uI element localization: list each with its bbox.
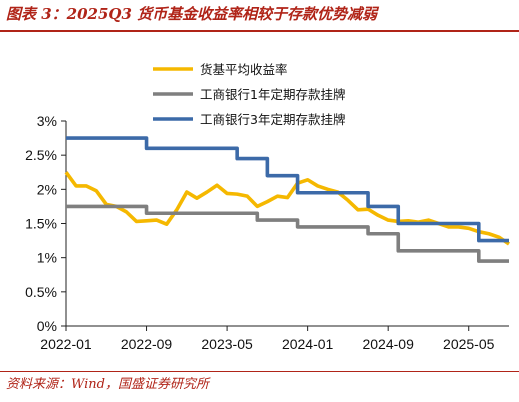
y-tick-label: 2.5%	[25, 147, 57, 163]
legend-label-1: 货基平均收益率	[200, 62, 288, 77]
y-tick-label: 1.5%	[25, 216, 57, 232]
y-tick-label: 0.5%	[25, 284, 57, 300]
title-divider	[0, 30, 519, 32]
figure-title: 图表 3：2025Q3 货币基金收益率相较于存款优势减弱	[6, 5, 378, 23]
x-tick-label: 2025-05	[443, 336, 495, 352]
series-line-2	[66, 204, 509, 263]
y-tick-label: 0%	[37, 318, 57, 334]
y-tick-label: 1%	[37, 250, 57, 266]
source-divider	[0, 371, 519, 372]
legend-label-2: 工商银行1年定期存款挂牌	[200, 87, 345, 102]
legend-label-3: 工商银行3年定期存款挂牌	[200, 112, 345, 127]
y-tick-label: 3%	[37, 113, 57, 129]
chart-axes: 0% 0.5% 1% 1.5% 2% 2.5% 3% 2022-01 2022-09 2023-0…	[25, 113, 509, 352]
x-tick-label: 2023-05	[201, 336, 253, 352]
x-tick-label: 2024-09	[362, 336, 414, 352]
y-tick-label: 2%	[37, 181, 57, 197]
x-tick-label: 2022-09	[121, 336, 173, 352]
series-line-3	[66, 136, 509, 243]
x-tick-label: 2022-01	[40, 336, 92, 352]
chart-series-layer	[64, 136, 511, 263]
figure-source: 资料来源：Wind，国盛证券研究所	[6, 377, 209, 392]
x-tick-label: 2024-01	[282, 336, 334, 352]
